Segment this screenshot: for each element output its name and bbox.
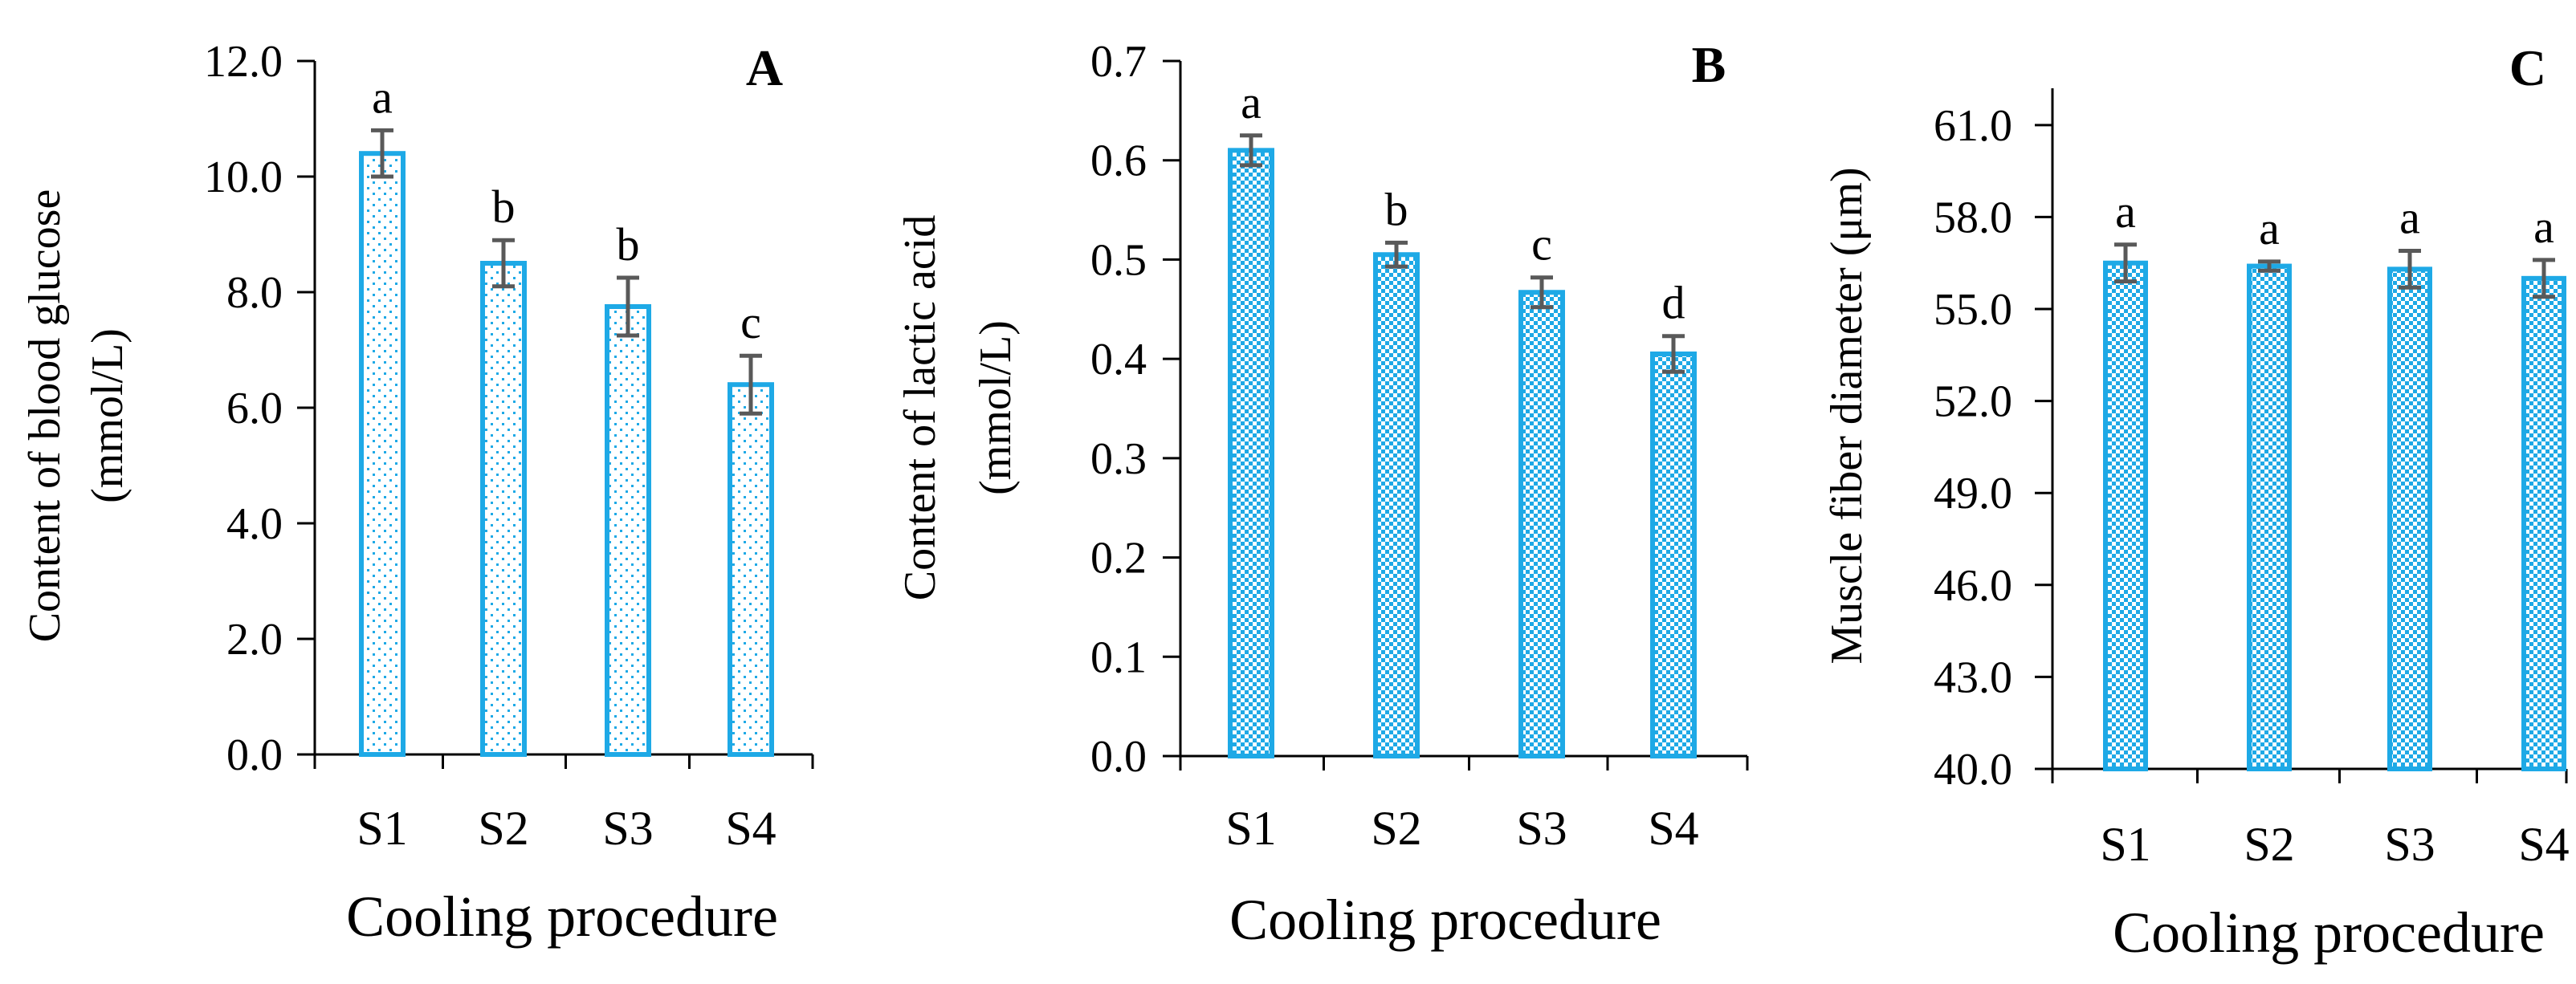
significance-label: b xyxy=(492,181,516,233)
bar-s3 xyxy=(605,304,651,757)
y-tick-label: 0.3 xyxy=(1090,434,1147,484)
x-category-label: S1 xyxy=(357,802,407,855)
bar-s4 xyxy=(728,382,774,757)
y-tick-label: 40.0 xyxy=(1934,745,2012,795)
x-axis-title: Cooling procedure xyxy=(2113,901,2545,965)
bar-s2 xyxy=(2247,263,2292,771)
x-category-label: S3 xyxy=(1516,802,1567,855)
y-tick-label: 46.0 xyxy=(1934,561,2012,611)
y-tick-label: 43.0 xyxy=(1934,653,2012,702)
bar-s2 xyxy=(1373,252,1420,758)
y-tick-label: 61.0 xyxy=(1934,101,2012,151)
y-tick-label: 0.4 xyxy=(1090,335,1147,384)
significance-label: a xyxy=(2533,201,2554,253)
x-axis-title: Cooling procedure xyxy=(346,884,778,949)
significance-label: a xyxy=(2259,202,2280,254)
x-category-label: S4 xyxy=(1648,802,1698,855)
bar-s3 xyxy=(1518,290,1565,758)
y-tick-label: 55.0 xyxy=(1934,285,2012,335)
y-tick-label: 2.0 xyxy=(226,615,283,665)
x-axis-title: Cooling procedure xyxy=(1229,888,1661,952)
bar-s1 xyxy=(359,151,406,757)
chart-panel-b: 0.0 0.1 0.2 0.3 0.4 0.5 0.6 0.7 a S1 b S2 c S3 d S4 Cool… xyxy=(895,36,1749,952)
y-tick-label: 0.0 xyxy=(1090,732,1147,782)
y-tick-label: 10.0 xyxy=(204,152,283,202)
bar-s1 xyxy=(1228,148,1274,759)
significance-label: d xyxy=(1662,277,1685,329)
y-tick-label: 8.0 xyxy=(226,268,283,318)
x-category-label: S1 xyxy=(1225,802,1276,855)
y-tick-label: 6.0 xyxy=(226,384,283,433)
y-axis-title: (mmol/L) xyxy=(971,320,1021,495)
x-category-label: S3 xyxy=(2384,818,2435,871)
significance-label: a xyxy=(1241,76,1262,128)
x-category-label: S2 xyxy=(1371,802,1421,855)
chart-panel-c: 40.0 43.0 46.0 49.0 52.0 55.0 58.0 61.0 a S1 a S2 a S… xyxy=(1822,39,2570,965)
significance-label: b xyxy=(1385,183,1408,235)
panel-letter: C xyxy=(2509,39,2546,96)
significance-label: a xyxy=(2399,191,2420,243)
bar-s4 xyxy=(2521,275,2566,771)
y-tick-label: 49.0 xyxy=(1934,469,2012,518)
x-category-label: S4 xyxy=(2518,818,2569,871)
bar-s1 xyxy=(2103,260,2148,771)
significance-label: c xyxy=(740,296,761,348)
y-tick-label: 0.0 xyxy=(226,730,283,780)
y-axis-title: Muscle fiber diameter (μm) xyxy=(1822,167,1872,664)
y-tick-label: 12.0 xyxy=(204,37,283,87)
significance-label: c xyxy=(1531,218,1552,270)
y-axis-title: Content of lactic acid xyxy=(895,215,945,600)
y-tick-label: 0.2 xyxy=(1090,534,1147,583)
bar-s2 xyxy=(480,261,527,757)
y-tick-label: 58.0 xyxy=(1934,193,2012,242)
significance-label: a xyxy=(2115,185,2136,238)
x-category-label: S4 xyxy=(725,802,776,855)
x-category-label: S2 xyxy=(2244,818,2294,871)
y-axis-title: Content of blood glucose xyxy=(20,189,70,643)
panel-letter: A xyxy=(746,39,783,96)
y-tick-label: 0.5 xyxy=(1090,235,1147,285)
y-tick-label: 0.1 xyxy=(1090,632,1147,682)
chart-panel-a: 0.0 2.0 4.0 6.0 8.0 10.0 12.0 a S1 b S2 b S3 c S4 Cooli… xyxy=(20,37,814,949)
y-tick-label: 52.0 xyxy=(1934,377,2012,427)
y-tick-label: 4.0 xyxy=(226,499,283,549)
bar-s3 xyxy=(2387,266,2432,771)
x-category-label: S3 xyxy=(602,802,653,855)
significance-label: a xyxy=(372,71,393,123)
y-tick-label: 0.7 xyxy=(1090,37,1147,87)
y-axis-title: (mmol/L) xyxy=(83,328,132,503)
x-category-label: S1 xyxy=(2100,818,2150,871)
x-category-label: S2 xyxy=(478,802,528,855)
y-tick-label: 0.6 xyxy=(1090,136,1147,186)
bar-s4 xyxy=(1650,351,1697,758)
significance-label: b xyxy=(617,218,640,270)
panel-letter: B xyxy=(1692,36,1726,93)
